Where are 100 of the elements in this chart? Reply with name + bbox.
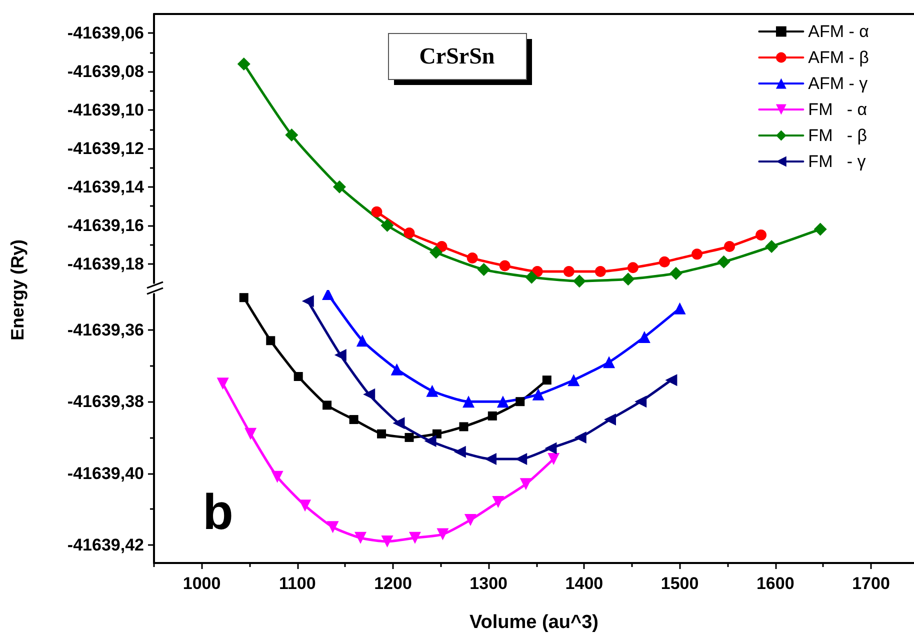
point (334, 348, 346, 361)
y-tick-label: -41639,38 (67, 392, 144, 412)
point (466, 252, 478, 264)
point (322, 290, 334, 300)
point (525, 270, 538, 284)
x-tick-label: 1600 (756, 574, 794, 593)
x-tick-label: 1700 (852, 574, 890, 593)
legend-label: FM - α (808, 100, 868, 119)
point (302, 295, 314, 308)
point (544, 442, 557, 454)
legend-label: AFM - α (808, 22, 870, 41)
y-tick-label: -41639,12 (67, 139, 144, 158)
point (322, 400, 332, 410)
point (563, 266, 574, 277)
point (622, 272, 635, 286)
point (488, 411, 497, 420)
y-tick-label: -41639,42 (67, 536, 144, 555)
point (271, 470, 284, 483)
point (464, 514, 476, 526)
point (674, 302, 686, 314)
point (574, 431, 586, 444)
point (408, 532, 421, 544)
point (634, 396, 647, 408)
x-tick-label: 1400 (565, 574, 604, 593)
legend-label: AFM - γ (808, 74, 868, 93)
y-tick-label: -41639,14 (67, 177, 145, 196)
point (492, 496, 504, 508)
point (404, 432, 414, 442)
point (717, 255, 730, 268)
point (354, 532, 366, 544)
point (692, 248, 702, 260)
point (424, 435, 436, 448)
annotation: CrSrSn (419, 44, 495, 68)
point (266, 336, 276, 346)
point (516, 397, 525, 406)
point (436, 528, 449, 540)
point (462, 396, 475, 408)
point (239, 293, 248, 302)
point (814, 222, 827, 236)
y-axis-title: Energy (Ry) (8, 239, 28, 341)
point (244, 428, 257, 440)
annotation: b (202, 484, 234, 540)
point (404, 228, 415, 239)
point (520, 478, 532, 490)
point (390, 363, 403, 376)
point (363, 388, 376, 400)
point (454, 446, 466, 458)
point (572, 274, 586, 288)
point (568, 374, 580, 386)
point (665, 374, 678, 386)
point (477, 263, 490, 276)
point (326, 521, 339, 534)
point (496, 396, 509, 408)
point (216, 378, 229, 390)
legend-label: FM - β (808, 126, 868, 145)
point (426, 384, 438, 397)
point (499, 260, 510, 272)
point (237, 57, 250, 70)
point (756, 229, 767, 240)
point (377, 429, 386, 438)
point (349, 415, 358, 424)
point (627, 262, 638, 274)
point (542, 376, 552, 385)
x-axis-title: Volume (au^3) (470, 612, 598, 633)
y-tick-label: -41639,36 (67, 320, 144, 340)
point (638, 331, 650, 344)
x-tick-label: 1100 (278, 574, 316, 593)
point (371, 206, 382, 218)
y-tick-label: -41639,10 (67, 100, 144, 120)
point (484, 452, 497, 465)
y-tick-label: -41639,40 (67, 464, 144, 483)
point (381, 535, 394, 548)
point (594, 266, 606, 277)
point (669, 266, 682, 280)
x-tick-label: 1500 (660, 574, 699, 593)
point (430, 246, 443, 259)
point (724, 240, 735, 252)
y-tick-label: -41639,06 (67, 24, 144, 43)
point (548, 452, 560, 465)
x-tick-label: 1300 (470, 574, 508, 593)
point (459, 422, 468, 432)
y-tick-label: -41639,18 (67, 254, 144, 274)
point (380, 218, 394, 232)
legend-label: AFM - β (808, 48, 870, 67)
y-tick-label: -41639,08 (67, 62, 144, 82)
point (392, 417, 405, 430)
point (765, 240, 778, 253)
point (299, 500, 312, 512)
x-tick-label: 1200 (374, 574, 412, 593)
point (285, 128, 298, 142)
point (294, 372, 303, 381)
point (332, 180, 346, 194)
point (532, 388, 544, 400)
point (659, 256, 670, 268)
x-tick-label: 1000 (182, 574, 221, 593)
point (356, 334, 368, 347)
y-tick-label: -41639,16 (67, 216, 144, 235)
legend-label: FM - γ (808, 152, 866, 171)
point (603, 356, 616, 368)
point (604, 414, 616, 426)
